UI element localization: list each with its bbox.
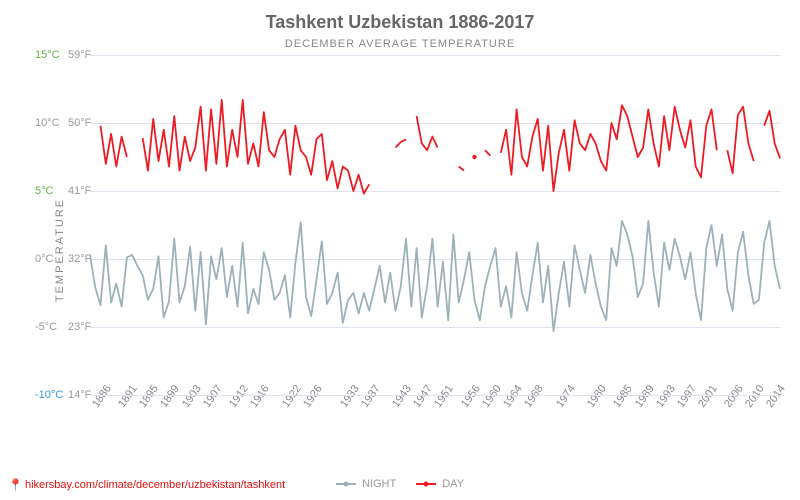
legend: NIGHT DAY	[336, 478, 464, 490]
y-tick-fahrenheit: 14°F	[68, 389, 91, 401]
map-pin-icon: 📍	[8, 478, 23, 492]
chart-container: Tashkent Uzbekistan 1886-2017 DECEMBER A…	[0, 0, 800, 500]
y-tick-fahrenheit: 41°F	[68, 185, 91, 197]
source-url: hikersbay.com/climate/december/uzbekista…	[25, 479, 285, 491]
y-axis-label: TEMPERATURE	[54, 198, 66, 302]
legend-day-marker	[416, 479, 436, 489]
y-tick-celsius: 15°C	[35, 49, 60, 61]
y-tick-fahrenheit: 23°F	[68, 321, 91, 333]
y-tick-celsius: 5°C	[35, 185, 53, 197]
y-tick-fahrenheit: 59°F	[68, 49, 91, 61]
legend-day-label: DAY	[442, 478, 464, 490]
y-tick-celsius: 0°C	[35, 253, 53, 265]
y-tick-fahrenheit: 32°F	[68, 253, 91, 265]
chart-subtitle: DECEMBER AVERAGE TEMPERATURE	[285, 38, 515, 50]
legend-night: NIGHT	[336, 478, 396, 490]
plot-area	[90, 55, 780, 395]
source-link[interactable]: 📍 hikersbay.com/climate/december/uzbekis…	[8, 478, 285, 492]
y-tick-fahrenheit: 50°F	[68, 117, 91, 129]
legend-night-marker	[336, 479, 356, 489]
y-tick-celsius: -5°C	[35, 321, 57, 333]
chart-title: Tashkent Uzbekistan 1886-2017	[266, 12, 535, 33]
y-tick-celsius: 10°C	[35, 117, 60, 129]
legend-day: DAY	[416, 478, 464, 490]
legend-night-label: NIGHT	[362, 478, 396, 490]
series-lines	[90, 55, 780, 395]
y-tick-celsius: -10°C	[35, 389, 63, 401]
